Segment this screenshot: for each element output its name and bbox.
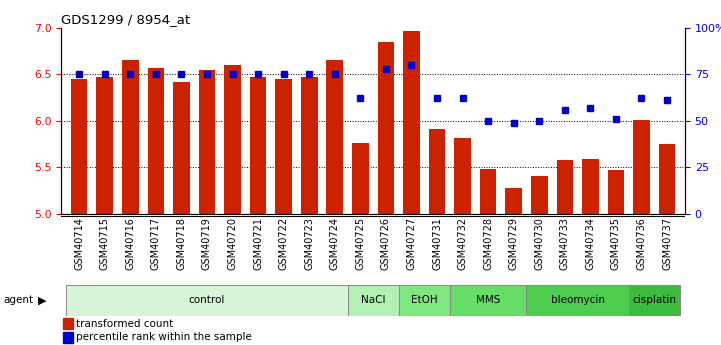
Text: GSM40731: GSM40731 (432, 217, 442, 270)
Text: GSM40723: GSM40723 (304, 217, 314, 270)
Bar (526, 285, 629, 316)
Text: GSM40728: GSM40728 (483, 217, 493, 270)
Text: GSM40719: GSM40719 (202, 217, 212, 270)
Bar (399, 285, 450, 316)
Bar (480, 169, 497, 214)
Bar (403, 31, 420, 214)
Bar (249, 77, 266, 214)
Bar (633, 120, 650, 214)
Bar (71, 79, 87, 214)
Bar (608, 170, 624, 214)
Bar (352, 143, 368, 214)
Bar (454, 138, 471, 214)
Text: GSM40721: GSM40721 (253, 217, 263, 270)
Bar (505, 188, 522, 214)
Text: ▶: ▶ (37, 295, 46, 305)
Text: bleomycin: bleomycin (551, 295, 605, 305)
Text: GSM40720: GSM40720 (228, 217, 237, 270)
Text: MMS: MMS (476, 295, 500, 305)
Text: GSM40714: GSM40714 (74, 217, 84, 270)
Text: GSM40734: GSM40734 (585, 217, 596, 270)
Text: GSM40724: GSM40724 (329, 217, 340, 270)
Text: GSM40732: GSM40732 (458, 217, 468, 270)
Bar (275, 79, 292, 214)
Bar (224, 65, 241, 214)
Text: GSM40715: GSM40715 (99, 217, 110, 270)
Bar (429, 129, 446, 214)
Text: GSM40727: GSM40727 (407, 217, 417, 270)
Bar (450, 285, 526, 316)
Text: control: control (189, 295, 225, 305)
Bar (122, 60, 138, 214)
Bar (557, 160, 573, 214)
Text: GDS1299 / 8954_at: GDS1299 / 8954_at (61, 13, 190, 27)
Text: transformed count: transformed count (76, 318, 174, 328)
Text: GSM40730: GSM40730 (534, 217, 544, 270)
Text: GSM40726: GSM40726 (381, 217, 391, 270)
Bar (531, 176, 547, 214)
Bar (63, 318, 73, 329)
Bar (629, 285, 680, 316)
Text: GSM40725: GSM40725 (355, 217, 366, 270)
Bar (148, 68, 164, 214)
Text: EtOH: EtOH (411, 295, 438, 305)
Text: GSM40722: GSM40722 (278, 217, 288, 270)
Text: GSM40717: GSM40717 (151, 217, 161, 270)
Bar (301, 77, 317, 214)
Bar (97, 77, 113, 214)
Bar (66, 285, 348, 316)
Text: GSM40729: GSM40729 (509, 217, 518, 270)
Text: GSM40736: GSM40736 (637, 217, 647, 270)
Text: GSM40735: GSM40735 (611, 217, 621, 270)
Bar (173, 82, 190, 214)
Bar (199, 69, 216, 214)
Bar (582, 159, 598, 214)
Text: GSM40716: GSM40716 (125, 217, 136, 270)
Bar (378, 41, 394, 214)
Text: cisplatin: cisplatin (632, 295, 676, 305)
Bar (348, 285, 399, 316)
Text: percentile rank within the sample: percentile rank within the sample (76, 332, 252, 342)
Text: GSM40718: GSM40718 (177, 217, 187, 270)
Bar (63, 332, 73, 343)
Bar (327, 60, 343, 214)
Text: GSM40733: GSM40733 (559, 217, 570, 270)
Text: NaCl: NaCl (361, 295, 385, 305)
Bar (659, 144, 676, 214)
Text: agent: agent (4, 295, 34, 305)
Text: GSM40737: GSM40737 (662, 217, 672, 270)
